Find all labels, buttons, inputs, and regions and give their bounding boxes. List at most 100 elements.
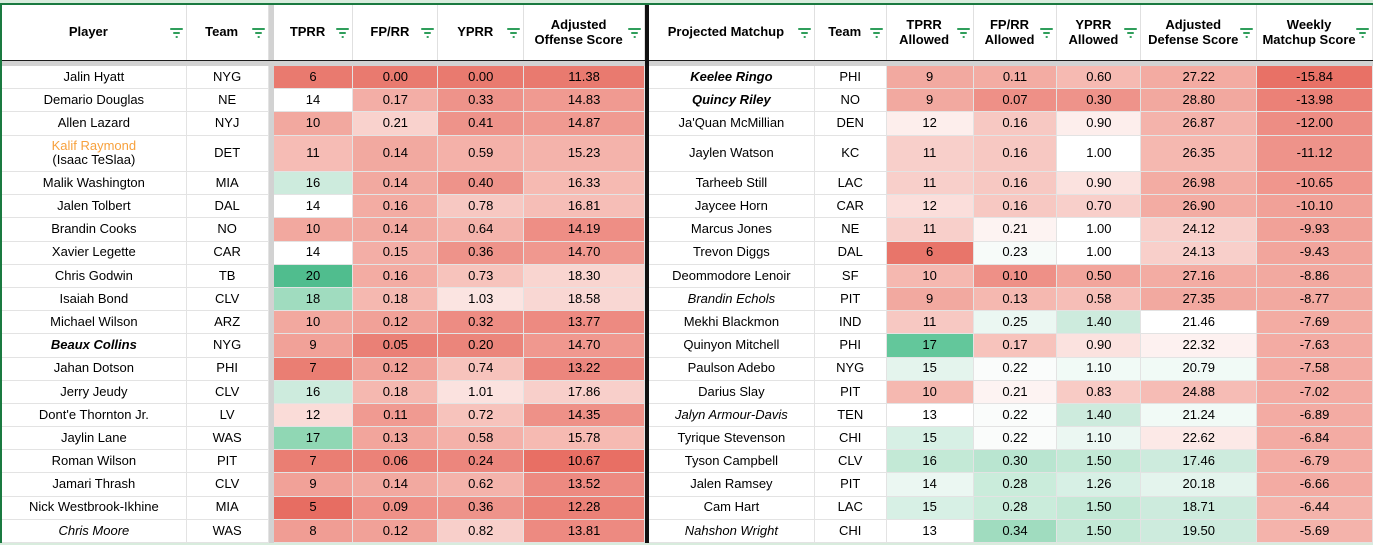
player-name-cell[interactable]: Jaylen Watson <box>649 135 815 173</box>
team-cell[interactable]: LV <box>186 403 269 428</box>
player-name-cell[interactable]: Tyrique Stevenson <box>649 427 815 451</box>
stat-cell[interactable]: 0.70 <box>1057 195 1142 219</box>
player-name-cell[interactable]: Allen Lazard <box>2 112 187 136</box>
stat-cell[interactable]: 0.16 <box>973 172 1058 196</box>
player-name-cell[interactable]: Xavier Legette <box>2 241 187 265</box>
stat-cell[interactable]: 26.35 <box>1141 135 1258 173</box>
stat-cell[interactable]: 11 <box>886 135 974 173</box>
stat-cell[interactable]: 15 <box>886 496 974 520</box>
stat-cell[interactable]: 1.00 <box>1057 241 1142 265</box>
stat-cell[interactable]: 1.00 <box>1057 135 1142 173</box>
stat-cell[interactable]: 13 <box>886 519 974 543</box>
stat-cell[interactable]: 0.12 <box>353 311 439 335</box>
stat-cell[interactable]: -12.00 <box>1257 112 1373 136</box>
stat-cell[interactable]: 20.18 <box>1141 473 1258 497</box>
team-cell[interactable]: ARZ <box>186 311 269 335</box>
team-cell[interactable]: IND <box>814 311 887 335</box>
team-cell[interactable]: CHI <box>814 427 887 451</box>
stat-cell[interactable]: 14.83 <box>524 89 645 113</box>
stat-cell[interactable]: 24.88 <box>1141 380 1258 404</box>
stat-cell[interactable]: 0.12 <box>353 519 439 543</box>
stat-cell[interactable]: 0.00 <box>353 66 439 90</box>
stat-cell[interactable]: 18.30 <box>524 264 645 288</box>
stat-cell[interactable]: -10.10 <box>1257 195 1373 219</box>
stat-cell[interactable]: 0.16 <box>353 195 439 219</box>
stat-cell[interactable]: 15 <box>886 427 974 451</box>
player-name-cell[interactable]: Tarheeb Still <box>649 172 815 196</box>
stat-cell[interactable]: 14 <box>886 473 974 497</box>
stat-cell[interactable]: 10 <box>273 218 354 242</box>
stat-cell[interactable]: 1.50 <box>1057 450 1142 474</box>
stat-cell[interactable]: -7.02 <box>1257 380 1373 404</box>
stat-cell[interactable]: 11 <box>273 135 354 173</box>
stat-cell[interactable]: 26.98 <box>1141 172 1258 196</box>
stat-cell[interactable]: 0.90 <box>1057 112 1142 136</box>
stat-cell[interactable]: 8 <box>273 519 354 543</box>
stat-cell[interactable]: 0.06 <box>353 450 439 474</box>
header-cell-4[interactable]: YPRR <box>438 5 525 60</box>
stat-cell[interactable]: 17.86 <box>524 380 645 404</box>
player-name-cell[interactable]: Brandin Echols <box>649 288 815 312</box>
player-name-cell[interactable]: Quinyon Mitchell <box>649 334 815 358</box>
stat-cell[interactable]: 11.38 <box>524 66 645 90</box>
stat-cell[interactable]: 0.21 <box>353 112 439 136</box>
stat-cell[interactable]: 0.21 <box>973 380 1058 404</box>
stat-cell[interactable]: 27.35 <box>1141 288 1258 312</box>
stat-cell[interactable]: 24.13 <box>1141 241 1258 265</box>
header-cell-6[interactable]: Weekly Matchup Score <box>1257 5 1373 60</box>
player-name-cell[interactable]: Ja'Quan McMillian <box>649 112 815 136</box>
team-cell[interactable]: CHI <box>814 519 887 543</box>
stat-cell[interactable]: 1.26 <box>1057 473 1142 497</box>
stat-cell[interactable]: 0.20 <box>438 334 525 358</box>
stat-cell[interactable]: 28.80 <box>1141 89 1258 113</box>
team-cell[interactable]: LAC <box>814 496 887 520</box>
player-name-cell[interactable]: Chris Moore <box>2 519 187 543</box>
stat-cell[interactable]: 18.71 <box>1141 496 1258 520</box>
stat-cell[interactable]: -6.89 <box>1257 403 1373 428</box>
stat-cell[interactable]: 0.78 <box>438 195 525 219</box>
player-name-cell[interactable]: Roman Wilson <box>2 450 187 474</box>
stat-cell[interactable]: 13 <box>886 403 974 428</box>
stat-cell[interactable]: 14 <box>273 195 354 219</box>
stat-cell[interactable]: 1.50 <box>1057 496 1142 520</box>
stat-cell[interactable]: 0.33 <box>438 89 525 113</box>
stat-cell[interactable]: 11 <box>886 311 974 335</box>
stat-cell[interactable]: 13.77 <box>524 311 645 335</box>
stat-cell[interactable]: 0.17 <box>973 334 1058 358</box>
stat-cell[interactable]: 18 <box>273 288 354 312</box>
stat-cell[interactable]: 9 <box>273 334 354 358</box>
stat-cell[interactable]: 0.11 <box>353 403 439 428</box>
stat-cell[interactable]: 12 <box>273 403 354 428</box>
stat-cell[interactable]: 18.58 <box>524 288 645 312</box>
player-name-cell[interactable]: Quincy Riley <box>649 89 815 113</box>
player-name-cell[interactable]: Deommodore Lenoir <box>649 264 815 288</box>
player-name-cell[interactable]: Michael Wilson <box>2 311 187 335</box>
stat-cell[interactable]: 0.90 <box>1057 172 1142 196</box>
stat-cell[interactable]: 16.33 <box>524 172 645 196</box>
filter-icon[interactable] <box>1124 27 1138 38</box>
stat-cell[interactable]: 16 <box>273 380 354 404</box>
stat-cell[interactable]: 16.81 <box>524 195 645 219</box>
stat-cell[interactable]: 0.14 <box>353 135 439 173</box>
team-cell[interactable]: NYG <box>814 357 887 381</box>
stat-cell[interactable]: 0.18 <box>353 288 439 312</box>
stat-cell[interactable]: 14.70 <box>524 241 645 265</box>
stat-cell[interactable]: 14 <box>273 241 354 265</box>
team-cell[interactable]: CAR <box>814 195 887 219</box>
stat-cell[interactable]: 0.16 <box>973 112 1058 136</box>
stat-cell[interactable]: 21.46 <box>1141 311 1258 335</box>
stat-cell[interactable]: 0.28 <box>973 473 1058 497</box>
header-cell-4[interactable]: YPRR Allowed <box>1057 5 1142 60</box>
player-name-cell[interactable]: Kalif Raymond (Isaac TeSlaa) <box>2 135 187 173</box>
stat-cell[interactable]: 20 <box>273 264 354 288</box>
stat-cell[interactable]: 12.28 <box>524 496 645 520</box>
team-cell[interactable]: CAR <box>186 241 269 265</box>
team-cell[interactable]: SF <box>814 264 887 288</box>
stat-cell[interactable]: 0.62 <box>438 473 525 497</box>
stat-cell[interactable]: 0.13 <box>353 427 439 451</box>
stat-cell[interactable]: 0.36 <box>438 241 525 265</box>
stat-cell[interactable]: 0.22 <box>973 427 1058 451</box>
team-cell[interactable]: PIT <box>186 450 269 474</box>
stat-cell[interactable]: 0.00 <box>438 66 525 90</box>
team-cell[interactable]: LAC <box>814 172 887 196</box>
